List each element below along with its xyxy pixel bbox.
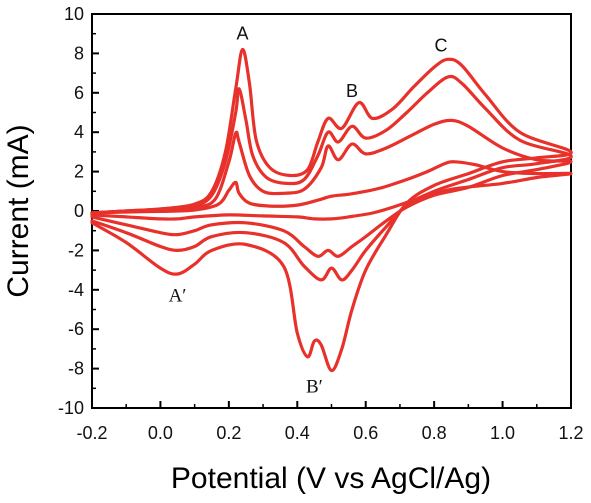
y-tick-label: 2 <box>74 162 84 182</box>
data-series-group <box>90 47 573 373</box>
cv-curve-2 <box>90 118 573 258</box>
peak-label: C <box>434 36 447 56</box>
y-tick-label: -4 <box>68 280 84 300</box>
x-tick-label: 0.8 <box>422 423 447 443</box>
x-tick-label: -0.2 <box>76 423 107 443</box>
y-tick-label: 0 <box>74 201 84 221</box>
y-tick-label: 8 <box>74 43 84 63</box>
x-tick-labels: -0.2 0.0 0.2 0.4 0.6 0.8 1.0 1.2 <box>76 423 583 443</box>
x-tick-label: 0.2 <box>216 423 241 443</box>
tick-marks <box>91 13 572 409</box>
peak-label: A′ <box>169 286 187 307</box>
y-tick-label: -2 <box>68 240 84 260</box>
cv-curve-3 <box>90 74 573 282</box>
cv-curve-4 <box>90 47 573 373</box>
x-tick-label: 0.4 <box>285 423 310 443</box>
y-tick-label: 6 <box>74 83 84 103</box>
peak-label: A <box>237 24 249 44</box>
y-tick-label: -10 <box>58 398 84 418</box>
peak-annotations: A B C A′ B′ <box>169 24 448 398</box>
x-tick-label: 1.2 <box>558 423 583 443</box>
y-tick-label: -6 <box>68 319 84 339</box>
y-tick-label: 10 <box>64 4 84 24</box>
x-tick-label: 0.6 <box>353 423 378 443</box>
peak-label: B′ <box>306 376 323 397</box>
y-tick-label: 4 <box>74 122 84 142</box>
x-tick-label: 1.0 <box>490 423 515 443</box>
y-tick-labels: 10 8 6 4 2 0 -2 -4 -6 -8 -10 <box>58 4 84 418</box>
x-tick-label: 0.0 <box>148 423 173 443</box>
cv-curve-1 <box>90 160 573 221</box>
peak-label: B <box>346 81 358 101</box>
y-axis-title: Current (mA) <box>2 124 35 297</box>
y-tick-label: -8 <box>68 359 84 379</box>
x-axis-title: Potential (V vs AgCl/Ag) <box>171 462 491 495</box>
